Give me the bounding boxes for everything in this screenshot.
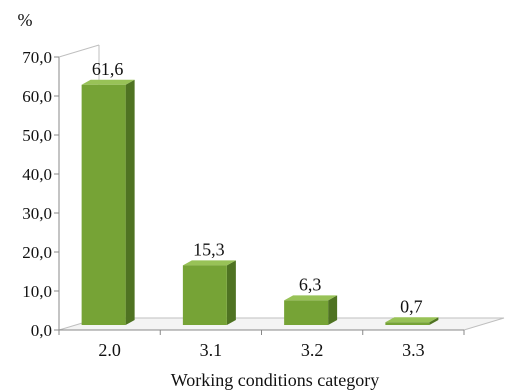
bar-front (284, 300, 329, 325)
y-tick-label: 50,0 (22, 126, 52, 145)
y-tick-label: 30,0 (22, 204, 52, 223)
bar (182, 260, 236, 325)
x-axis-title: Working conditions category (171, 370, 380, 390)
bar-front (182, 265, 227, 325)
bar-top (81, 79, 135, 85)
wall-top-edge (58, 44, 100, 58)
data-label: 61,6 (92, 59, 124, 79)
x-tick-label: 2.0 (98, 340, 121, 360)
bar-top (385, 317, 439, 323)
y-tick-label: 0,0 (31, 321, 52, 340)
bar-side (328, 295, 338, 325)
bar-top (182, 260, 236, 266)
bar-side (429, 317, 439, 325)
y-axis-title: % (18, 10, 33, 30)
y-tick-label: 10,0 (22, 282, 52, 301)
x-tick-label: 3.3 (402, 340, 425, 360)
x-tick-label: 3.2 (301, 340, 324, 360)
bar-side (125, 79, 135, 325)
bar-top (284, 295, 338, 301)
x-axis-ticks: 2.0 3.1 3.2 3.3 (58, 330, 465, 360)
bar (81, 79, 135, 325)
data-label: 0,7 (400, 296, 423, 316)
data-label: 15,3 (193, 239, 225, 259)
data-label: 6,3 (299, 274, 322, 294)
bar-side (226, 260, 236, 325)
bar-front (81, 84, 126, 325)
data-labels: 61,6 15,3 6,3 0,7 (92, 59, 423, 317)
bars (81, 79, 439, 325)
y-tick-label: 40,0 (22, 165, 52, 184)
bar (284, 295, 338, 325)
y-tick-label: 20,0 (22, 243, 52, 262)
bar-front (385, 322, 430, 325)
x-tick-label: 3.1 (200, 340, 223, 360)
y-axis-ticks: 0,0 10,0 20,0 30,0 40,0 50,0 60,0 70,0 (22, 48, 59, 340)
y-tick-label: 60,0 (22, 87, 52, 106)
bar (385, 317, 439, 325)
y-tick-label: 70,0 (22, 48, 52, 67)
